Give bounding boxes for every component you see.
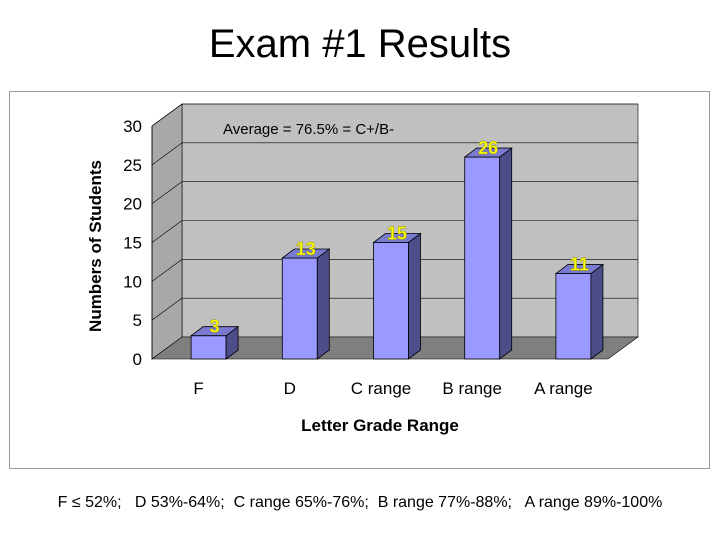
bar-top bbox=[463, 147, 513, 158]
bar-top bbox=[189, 326, 240, 337]
bar-chart: 0 5 10 15 20 25 30 3 F 13 D 15 C range 26 B range 11 A r… bbox=[86, 103, 639, 435]
gridline-side bbox=[151, 220, 183, 243]
chart-frame: 0 5 10 15 20 25 30 3 F 13 D 15 C range 26 B range 11 A r… bbox=[9, 91, 710, 469]
x-tick-label: A range bbox=[534, 379, 593, 398]
bar-side bbox=[408, 232, 421, 360]
bar bbox=[464, 156, 501, 360]
bar-value-label: 26 bbox=[478, 138, 498, 158]
x-tick-label: B range bbox=[442, 379, 502, 398]
gridline-side bbox=[151, 259, 183, 282]
y-tick-label: 15 bbox=[123, 234, 142, 253]
y-tick-label: 10 bbox=[123, 272, 142, 291]
bar-top bbox=[281, 248, 331, 259]
y-tick-label: 0 bbox=[133, 350, 142, 369]
bar-side bbox=[316, 248, 330, 360]
y-tick-label: 20 bbox=[123, 195, 142, 214]
bar-side bbox=[590, 263, 604, 360]
x-tick-label: F bbox=[193, 379, 203, 398]
y-axis-title: Numbers of Students bbox=[86, 160, 105, 332]
chart-annotation: Average = 76.5% = C+/B- bbox=[223, 121, 394, 138]
bar-value-label: 3 bbox=[210, 317, 220, 337]
gridline-side bbox=[151, 142, 183, 166]
gridline-side bbox=[151, 103, 183, 127]
bar-top bbox=[554, 264, 605, 274]
bar bbox=[190, 335, 227, 360]
bar-top bbox=[372, 233, 422, 243]
bar bbox=[281, 257, 318, 360]
grade-range-footnote: F ≤ 52%; D 53%-64%; C range 65%-76%; B r… bbox=[57, 494, 663, 511]
x-axis-title: Letter Grade Range bbox=[301, 416, 459, 435]
slide-title: Exam #1 Results bbox=[208, 22, 512, 66]
y-tick-label: 30 bbox=[123, 117, 142, 136]
bar-value-label: 13 bbox=[296, 239, 316, 259]
bar-side bbox=[499, 147, 513, 360]
bar bbox=[373, 242, 409, 360]
gridline-side bbox=[151, 297, 183, 321]
y-tick-label: 25 bbox=[123, 156, 142, 175]
bar-value-label: 15 bbox=[387, 224, 407, 244]
bar-value-label: 11 bbox=[570, 255, 589, 275]
x-tick-label: C range bbox=[351, 379, 411, 398]
bar bbox=[555, 273, 592, 360]
x-tick-label: D bbox=[284, 379, 296, 398]
gridline-side bbox=[151, 181, 183, 204]
y-tick-label: 5 bbox=[133, 311, 142, 330]
